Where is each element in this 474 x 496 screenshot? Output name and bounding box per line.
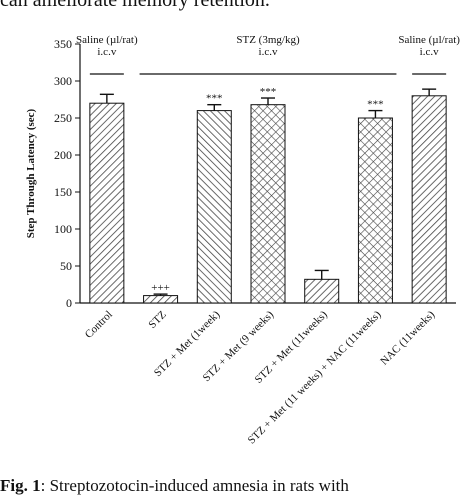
bar — [143, 295, 179, 304]
y-tick-label: 150 — [54, 185, 72, 199]
axes: 0 50 100 150 200 250 300 350 Step Through Latenc… — [25, 37, 456, 310]
y-tick-label: 350 — [54, 37, 72, 51]
y-tick-label: 250 — [54, 111, 72, 125]
bar — [250, 104, 286, 304]
category-label: NAC (11weeks) — [378, 308, 437, 367]
y-tick-label: 50 — [60, 259, 72, 273]
y-tick-label: 200 — [54, 148, 72, 162]
y-axis-label: Step Through Latency (sec) — [25, 108, 37, 238]
group-label-line2: i.c.v — [97, 46, 116, 58]
y-tick-label: 300 — [54, 74, 72, 88]
y-tick-label: 0 — [66, 296, 72, 310]
group-label-line1: Saline (µl/rat) — [76, 34, 138, 46]
bar — [357, 117, 393, 304]
bar — [411, 95, 447, 304]
bars — [89, 88, 447, 304]
group-label-line1: Saline (µl/rat) — [398, 34, 460, 46]
y-tick-label: 100 — [54, 222, 72, 236]
significance-label: *** — [206, 93, 223, 105]
bar — [304, 278, 340, 304]
group-label-line2: i.c.v — [259, 46, 278, 58]
caption-label: Fig. 1 — [0, 476, 41, 495]
group-label-line2: i.c.v — [420, 46, 439, 58]
group-label-line1: STZ (3mg/kg) — [236, 34, 300, 46]
significance-label: *** — [260, 86, 277, 98]
bar — [89, 102, 125, 304]
bar-chart: 0 50 100 150 200 250 300 350 Step Through Latenc… — [25, 34, 460, 447]
caption-text: : Streptozotocin-induced amnesia in rats… — [40, 476, 349, 495]
significance-label: +++ — [151, 282, 170, 294]
bar — [196, 110, 232, 304]
category-label: STZ — [146, 308, 169, 331]
header-text: can ameliorate memory retention. — [0, 0, 270, 11]
category-label: Control — [83, 309, 115, 341]
significance-label: *** — [367, 99, 384, 111]
figure-caption: Fig. 1: Streptozotocin-induced amnesia i… — [0, 476, 349, 496]
